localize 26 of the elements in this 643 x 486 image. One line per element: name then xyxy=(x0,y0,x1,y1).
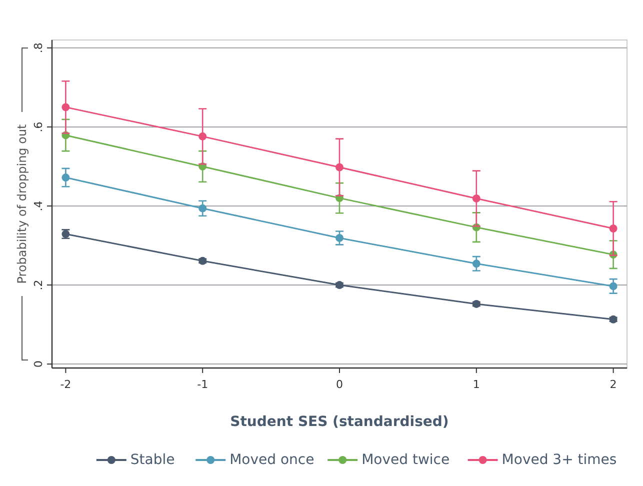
x-tick-label: 1 xyxy=(472,378,480,391)
x-tick-label: -2 xyxy=(60,378,72,391)
point xyxy=(336,234,344,242)
point xyxy=(198,204,207,212)
y-tick-label: .8 xyxy=(32,42,45,54)
legend-label: Moved once xyxy=(230,452,314,468)
point xyxy=(336,163,344,172)
x-tick-label: -1 xyxy=(197,378,208,391)
y-axis-title: Probability of dropping out xyxy=(15,124,29,284)
point xyxy=(62,103,70,112)
y-tick-label: .4 xyxy=(32,200,45,212)
point xyxy=(472,194,480,202)
x-tick-label: 0 xyxy=(336,378,343,391)
point xyxy=(472,260,480,268)
point xyxy=(62,174,70,182)
y-tick-label: .2 xyxy=(32,280,45,290)
legend-label: Stable xyxy=(130,452,175,468)
y-tick-label: .6 xyxy=(32,122,45,132)
point xyxy=(609,224,618,232)
x-tick-label: 2 xyxy=(610,378,617,391)
point xyxy=(609,282,618,290)
legend-label: Moved twice xyxy=(362,452,450,468)
y-tick-label: 0 xyxy=(32,360,45,368)
x-axis-title: Student SES (standardised) xyxy=(230,414,449,430)
point xyxy=(198,132,207,140)
legend-label: Moved 3+ times xyxy=(502,452,617,468)
